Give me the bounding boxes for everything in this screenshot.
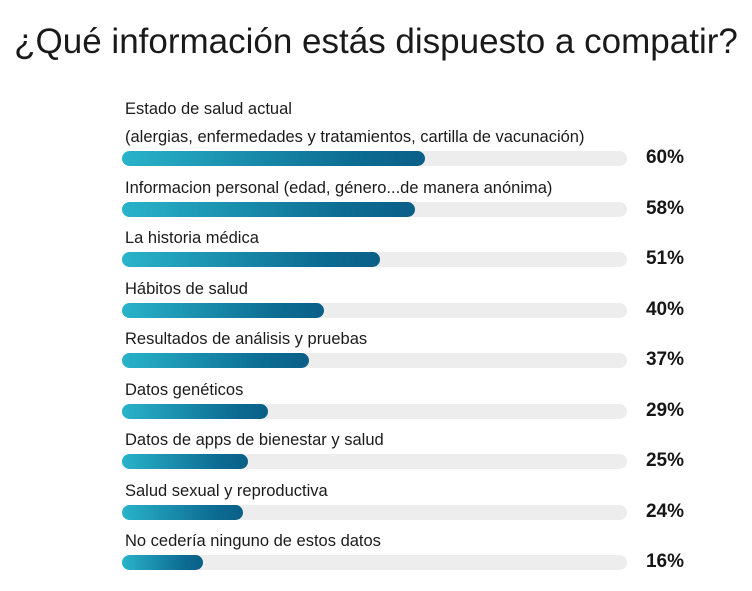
value-label: 29% — [645, 399, 684, 421]
bar-label: Hábitos de salud — [125, 279, 248, 298]
bar-track — [122, 151, 627, 166]
bar-label: Salud sexual y reproductiva — [125, 481, 328, 500]
bar-label: Resultados de análisis y pruebas — [125, 330, 368, 348]
bar — [122, 302, 324, 318]
chart-title: ¿Qué información estás dispuesto a compa… — [14, 22, 738, 61]
bar-track — [122, 403, 627, 419]
value-label: 58% — [645, 197, 684, 219]
bar-track — [122, 504, 627, 520]
bar — [122, 454, 249, 469]
value-label: 24% — [645, 500, 684, 522]
bar-label: Datos genéticos — [125, 380, 244, 399]
bar-track — [122, 302, 627, 318]
value-label: 40% — [645, 298, 684, 320]
value-label: 16% — [645, 551, 684, 572]
bar — [122, 151, 425, 166]
bar — [122, 555, 203, 570]
bar — [122, 504, 244, 520]
bar-track — [122, 252, 627, 267]
bar-label: Datos de apps de bienestar y salud — [125, 431, 384, 449]
bar-track — [122, 201, 627, 217]
bar-label: (alergias, enfermedades y tratamientos, … — [125, 128, 585, 146]
bar-track — [122, 555, 627, 570]
value-label: 51% — [645, 248, 684, 269]
bar — [122, 353, 309, 368]
bar — [122, 201, 415, 217]
bar-track — [122, 353, 627, 368]
bar-label: La historia médica — [125, 229, 259, 247]
bar-label: Estado de salud actual — [125, 100, 292, 118]
bar — [122, 252, 380, 267]
bar — [122, 403, 269, 419]
value-label: 37% — [645, 349, 684, 370]
bar-label: Informacion personal (edad, género...de … — [125, 178, 553, 197]
value-label: 60% — [645, 147, 684, 168]
bar-track — [122, 454, 627, 469]
value-label: 25% — [645, 450, 684, 471]
bar-label: No cedería ninguno de estos datos — [125, 532, 381, 550]
